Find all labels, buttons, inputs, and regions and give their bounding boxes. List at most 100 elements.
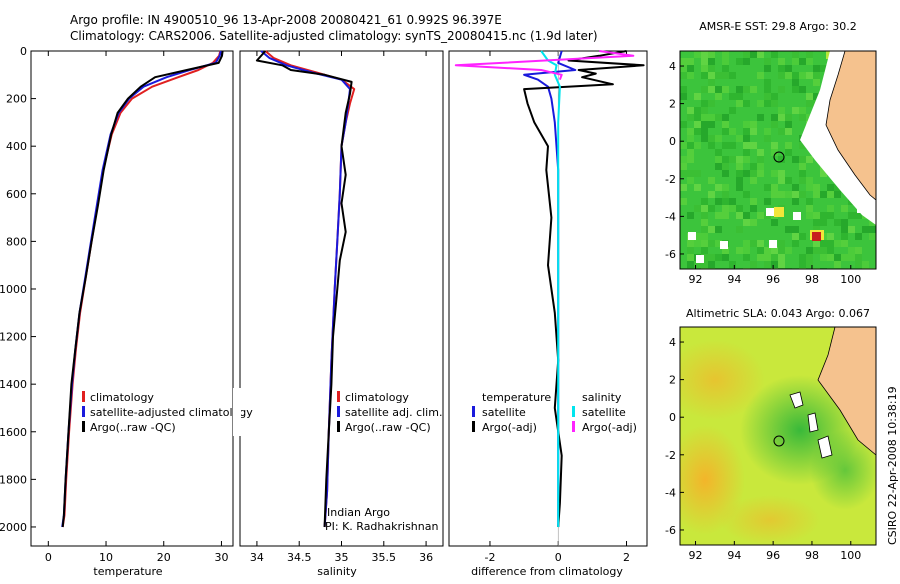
sst-cell <box>722 198 729 205</box>
sst-cell <box>750 163 757 170</box>
sst-cell <box>715 149 722 156</box>
sst-cell <box>820 219 827 226</box>
sst-cell <box>694 233 701 240</box>
sst-cell <box>743 170 750 177</box>
x-tick-label: 98 <box>805 549 819 562</box>
sst-cell <box>701 128 708 135</box>
sst-cell <box>701 65 708 72</box>
sst-cell <box>834 240 841 247</box>
sst-cell <box>764 135 771 142</box>
sst-cell <box>764 65 771 72</box>
sst-cell <box>736 156 743 163</box>
sst-cell <box>708 254 715 261</box>
series-line <box>61 50 222 528</box>
sst-cell <box>820 65 827 72</box>
sst-cell <box>715 156 722 163</box>
sst-cell <box>701 233 708 240</box>
sst-cell <box>750 177 757 184</box>
sst-cell <box>750 219 757 226</box>
sla-high-anomaly <box>680 340 765 420</box>
sst-cell <box>785 247 792 254</box>
sst-cell <box>778 107 785 114</box>
sst-cell <box>785 128 792 135</box>
sst-cell <box>778 191 785 198</box>
sst-cell <box>813 219 820 226</box>
sst-cell <box>771 51 778 58</box>
sst-cell <box>708 51 715 58</box>
sst-cell <box>708 58 715 65</box>
temperature-legend: climatology satellite-adjusted climatolo… <box>82 391 253 434</box>
sst-cell <box>827 254 834 261</box>
sst-cell <box>729 205 736 212</box>
sst-cell <box>799 107 806 114</box>
sst-cell <box>778 177 785 184</box>
sst-cell <box>834 254 841 261</box>
sst-cell <box>722 128 729 135</box>
sst-cell <box>806 254 813 261</box>
legend-item: satellite <box>482 406 526 419</box>
sst-cell <box>799 72 806 79</box>
sst-cell <box>715 135 722 142</box>
sst-cell <box>813 212 820 219</box>
sst-cell <box>736 177 743 184</box>
sst-cell <box>715 93 722 100</box>
sst-cell <box>827 205 834 212</box>
sst-cell <box>687 65 694 72</box>
sst-cell <box>778 261 785 268</box>
sst-cell <box>764 261 771 268</box>
sst-cell <box>736 163 743 170</box>
sst-cell <box>841 205 848 212</box>
sst-cell <box>799 163 806 170</box>
sst-cell <box>722 163 729 170</box>
sla-argo-position-marker <box>773 435 785 447</box>
sst-cell <box>743 254 750 261</box>
sst-cell <box>792 58 799 65</box>
legend-swatch-climatology <box>82 391 85 402</box>
sst-cell <box>750 121 757 128</box>
sst-cell <box>785 114 792 121</box>
sst-argo-position-marker <box>773 151 785 163</box>
salinity-xlabel: salinity <box>317 565 357 578</box>
sst-cell <box>764 93 771 100</box>
sst-cell <box>743 149 750 156</box>
sst-cell <box>722 72 729 79</box>
sst-cell <box>778 254 785 261</box>
sst-cell <box>715 163 722 170</box>
sst-cell <box>687 240 694 247</box>
x-tick-label: 2 <box>623 551 630 564</box>
sst-cell <box>792 226 799 233</box>
sst-cell <box>722 156 729 163</box>
sst-cell <box>771 261 778 268</box>
sst-cell <box>736 184 743 191</box>
figure-title-line2: Climatology: CARS2006. Satellite-adjuste… <box>70 29 598 43</box>
sst-cell <box>764 247 771 254</box>
sst-cell <box>827 212 834 219</box>
sst-cell <box>680 65 687 72</box>
sst-cell <box>715 184 722 191</box>
sst-cell <box>820 212 827 219</box>
sst-cell <box>820 170 827 177</box>
legend-item: Argo(-adj) <box>482 421 537 434</box>
sst-cell <box>855 212 862 219</box>
sst-cell <box>778 170 785 177</box>
sst-cell <box>834 261 841 268</box>
sst-cell <box>848 247 855 254</box>
sst-cell <box>827 184 834 191</box>
sst-cell <box>813 226 820 233</box>
sst-cell <box>799 86 806 93</box>
sst-cell <box>701 226 708 233</box>
sst-cell <box>771 100 778 107</box>
difference-legend: temperature satellite Argo(-adj) salinit… <box>472 391 637 434</box>
sst-cell <box>750 205 757 212</box>
sst-cell <box>694 128 701 135</box>
plot-frame <box>448 50 648 547</box>
sst-cell <box>743 240 750 247</box>
sst-cell <box>771 149 778 156</box>
y-tick-label: -4 <box>665 486 676 499</box>
sst-cell <box>785 149 792 156</box>
sst-cell <box>743 219 750 226</box>
sst-cell <box>736 205 743 212</box>
sst-cell <box>869 226 876 233</box>
y-tick-label: 4 <box>669 60 676 73</box>
